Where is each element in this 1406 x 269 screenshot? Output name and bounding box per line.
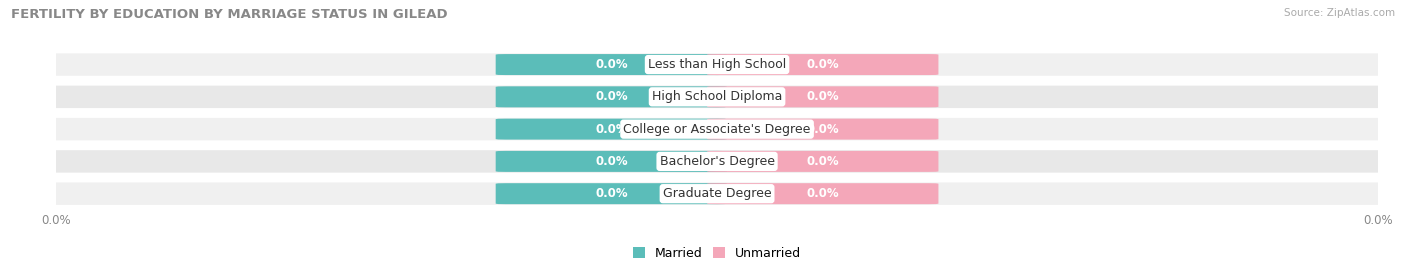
- FancyBboxPatch shape: [707, 86, 938, 107]
- FancyBboxPatch shape: [30, 84, 1405, 109]
- Text: Less than High School: Less than High School: [648, 58, 786, 71]
- Text: Bachelor's Degree: Bachelor's Degree: [659, 155, 775, 168]
- FancyBboxPatch shape: [30, 52, 1405, 77]
- FancyBboxPatch shape: [496, 151, 727, 172]
- FancyBboxPatch shape: [496, 183, 727, 204]
- Text: High School Diploma: High School Diploma: [652, 90, 782, 103]
- FancyBboxPatch shape: [496, 54, 727, 75]
- Text: 0.0%: 0.0%: [807, 123, 839, 136]
- FancyBboxPatch shape: [707, 119, 938, 140]
- Text: 0.0%: 0.0%: [595, 58, 627, 71]
- Text: College or Associate's Degree: College or Associate's Degree: [623, 123, 811, 136]
- FancyBboxPatch shape: [707, 151, 938, 172]
- Text: 0.0%: 0.0%: [595, 187, 627, 200]
- Text: FERTILITY BY EDUCATION BY MARRIAGE STATUS IN GILEAD: FERTILITY BY EDUCATION BY MARRIAGE STATU…: [11, 8, 449, 21]
- FancyBboxPatch shape: [707, 183, 938, 204]
- Text: 0.0%: 0.0%: [807, 90, 839, 103]
- FancyBboxPatch shape: [30, 181, 1405, 206]
- Text: 0.0%: 0.0%: [595, 90, 627, 103]
- Legend: Married, Unmarried: Married, Unmarried: [627, 242, 807, 265]
- FancyBboxPatch shape: [30, 149, 1405, 174]
- Text: 0.0%: 0.0%: [807, 155, 839, 168]
- Text: Graduate Degree: Graduate Degree: [662, 187, 772, 200]
- Text: 0.0%: 0.0%: [595, 155, 627, 168]
- FancyBboxPatch shape: [30, 117, 1405, 141]
- Text: 0.0%: 0.0%: [807, 187, 839, 200]
- FancyBboxPatch shape: [707, 54, 938, 75]
- FancyBboxPatch shape: [496, 86, 727, 107]
- Text: 0.0%: 0.0%: [807, 58, 839, 71]
- FancyBboxPatch shape: [496, 119, 727, 140]
- Text: Source: ZipAtlas.com: Source: ZipAtlas.com: [1284, 8, 1395, 18]
- Text: 0.0%: 0.0%: [595, 123, 627, 136]
